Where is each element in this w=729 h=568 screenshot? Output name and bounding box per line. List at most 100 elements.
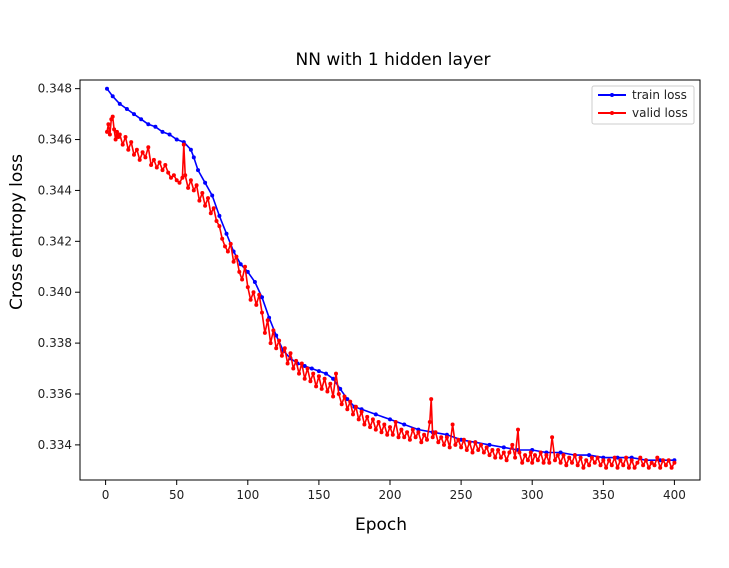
data-point-train (558, 450, 563, 455)
data-point-valid (171, 173, 176, 178)
data-point-valid (166, 170, 171, 175)
data-point-valid (339, 402, 344, 407)
data-point-valid (120, 142, 125, 147)
x-tick-label: 150 (307, 488, 330, 502)
x-tick-label: 400 (663, 488, 686, 502)
y-tick-label: 0.344 (38, 183, 72, 197)
data-point-valid (669, 465, 674, 470)
data-point-valid (442, 442, 446, 447)
data-point-valid (541, 460, 546, 465)
data-point-valid (294, 358, 299, 363)
data-point-valid (245, 285, 250, 290)
data-point-valid (528, 450, 533, 455)
data-point-valid (308, 379, 313, 384)
data-point-valid (555, 453, 560, 458)
data-point-valid (641, 463, 646, 468)
data-point-train (345, 397, 350, 402)
data-point-valid (517, 450, 522, 455)
data-point-valid (180, 175, 185, 180)
data-point-train (224, 231, 229, 236)
data-point-valid (325, 389, 330, 394)
data-point-valid (362, 422, 367, 427)
data-point-valid (225, 249, 230, 254)
data-point-valid (169, 175, 173, 180)
y-tick-label: 0.346 (38, 133, 72, 147)
data-point-valid (254, 302, 259, 307)
data-point-train (117, 101, 122, 106)
data-point-valid (430, 435, 435, 440)
data-point-valid (113, 137, 118, 142)
data-point-valid (146, 145, 151, 150)
data-point-valid (592, 460, 597, 465)
data-point-valid (632, 465, 637, 470)
data-point-valid (607, 458, 611, 463)
data-point-valid (419, 440, 424, 445)
data-point-valid (464, 448, 469, 452)
data-point-valid (444, 435, 449, 440)
data-point-valid (129, 140, 134, 145)
legend-marker-valid (610, 111, 614, 115)
data-point-valid (336, 392, 341, 396)
data-point-train (139, 117, 144, 122)
data-point-valid (277, 338, 282, 343)
x-axis: 0 50 100 150 200 250 300 350 400 (102, 480, 686, 502)
data-point-valid (550, 435, 555, 440)
data-point-valid (498, 455, 503, 460)
data-point-valid (154, 165, 159, 170)
data-point-train (316, 369, 321, 374)
data-point-valid (143, 155, 148, 160)
data-point-valid (191, 188, 196, 193)
data-point-valid (126, 147, 131, 152)
data-point-valid (663, 463, 668, 468)
x-tick-label: 300 (521, 488, 544, 502)
x-axis-label: Epoch (355, 515, 407, 535)
data-point-valid (105, 129, 109, 134)
data-point-valid (373, 427, 378, 432)
data-point-valid (388, 425, 392, 430)
data-point-valid (655, 455, 660, 460)
data-point-valid (561, 453, 566, 458)
data-point-train (238, 262, 243, 267)
data-point-valid (237, 269, 242, 274)
data-point-valid (359, 409, 364, 414)
data-point-train (188, 147, 193, 152)
data-point-valid (520, 460, 525, 465)
data-point-valid (476, 448, 481, 452)
data-point-valid (601, 458, 606, 463)
data-point-valid (581, 465, 586, 470)
data-point-valid (285, 361, 290, 366)
data-point-valid (376, 420, 381, 424)
data-point-valid (385, 432, 390, 437)
data-point-valid (547, 460, 552, 465)
data-point-valid (612, 455, 617, 460)
data-point-valid (348, 399, 353, 404)
data-point-valid (481, 450, 486, 455)
y-tick-label: 0.340 (38, 285, 72, 299)
y-tick-label: 0.348 (38, 82, 72, 96)
data-point-train (245, 269, 250, 274)
data-point-valid (274, 346, 279, 351)
data-point-valid (322, 376, 327, 381)
data-point-valid (240, 277, 245, 282)
data-point-train (174, 137, 179, 142)
data-point-train (331, 376, 336, 381)
data-point-valid (107, 132, 112, 137)
data-point-valid (379, 430, 384, 435)
data-point-valid (282, 346, 287, 351)
data-point-valid (615, 465, 620, 470)
data-point-valid (297, 371, 301, 376)
data-point-valid (570, 460, 574, 465)
data-point-train (274, 333, 279, 338)
data-point-valid (658, 465, 663, 470)
legend-label-train: train loss (632, 88, 687, 102)
data-point-valid (626, 465, 631, 470)
data-point-valid (220, 236, 225, 241)
data-point-train (587, 453, 592, 458)
data-point-valid (407, 437, 412, 442)
data-point-train (302, 364, 307, 368)
data-point-valid (396, 435, 401, 440)
data-point-valid (151, 157, 156, 162)
data-point-valid (467, 440, 472, 445)
data-point-valid (516, 427, 520, 432)
data-point-valid (217, 224, 222, 229)
